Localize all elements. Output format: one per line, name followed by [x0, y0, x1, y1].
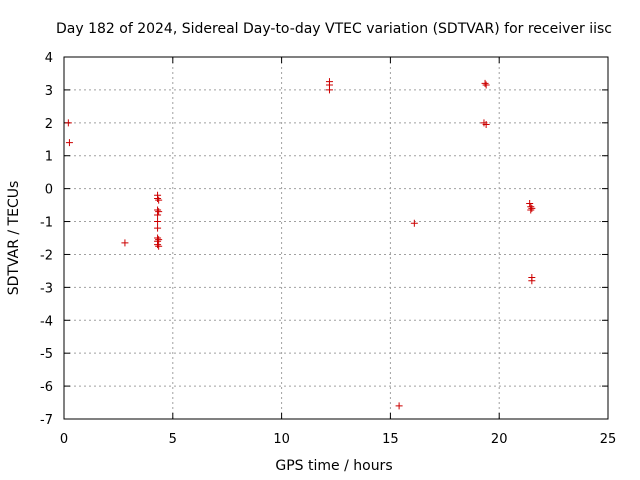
x-tick-label: 0 [60, 432, 68, 447]
data-point-marker [155, 196, 163, 204]
data-point-marker [154, 241, 162, 249]
x-tick-label: 15 [382, 432, 399, 447]
plot-frame [63, 56, 609, 420]
data-point-marker [155, 242, 163, 250]
data-point-marker [481, 79, 489, 87]
x-tick-label: 25 [600, 432, 617, 447]
x-axis-label: GPS time / hours [275, 458, 392, 474]
y-tick-label: -6 [40, 380, 53, 395]
x-tick-labels: 0 5 10 15 20 25 [60, 432, 616, 447]
data-point-marker [65, 139, 73, 147]
y-tick-label: -2 [40, 248, 53, 263]
data-point-marker [64, 119, 72, 127]
data-point-marker [325, 86, 333, 94]
grid [64, 57, 608, 419]
data-point-marker [528, 204, 536, 212]
y-tick-label: -1 [40, 216, 53, 231]
y-tick-labels: -7 -6 -5 -4 -3 -2 -1 0 1 2 3 4 [40, 51, 53, 428]
y-tick-label: 1 [45, 150, 53, 165]
data-points [64, 78, 536, 410]
y-tick-label: -3 [40, 281, 53, 296]
y-tick-label: 4 [45, 51, 53, 66]
y-tick-label: -4 [40, 314, 53, 329]
data-point-marker [410, 219, 418, 227]
data-point-marker [154, 211, 162, 219]
y-axis-label: SDTVAR / TECUs [6, 181, 22, 296]
y-tick-label: 3 [45, 84, 53, 99]
x-tick-label: 20 [491, 432, 508, 447]
data-point-marker [528, 277, 536, 285]
data-point-marker [155, 236, 163, 244]
data-point-marker [155, 208, 163, 216]
data-point-marker [395, 402, 403, 410]
y-tick-label: -7 [40, 413, 53, 428]
x-tick-label: 10 [273, 432, 290, 447]
axis-ticks [63, 56, 609, 420]
data-point-marker [526, 199, 534, 207]
data-point-marker [154, 195, 162, 203]
y-tick-label: 0 [45, 183, 53, 198]
y-tick-label: 2 [45, 117, 53, 132]
chart-title: Day 182 of 2024, Sidereal Day-to-day VTE… [56, 21, 612, 37]
data-point-marker [154, 218, 162, 226]
x-tick-label: 5 [169, 432, 177, 447]
data-point-marker [482, 120, 490, 128]
data-point-marker [121, 239, 129, 247]
data-point-marker [527, 206, 535, 214]
y-tick-label: -5 [40, 347, 53, 362]
data-point-marker [154, 224, 162, 232]
data-point-marker [482, 81, 490, 89]
